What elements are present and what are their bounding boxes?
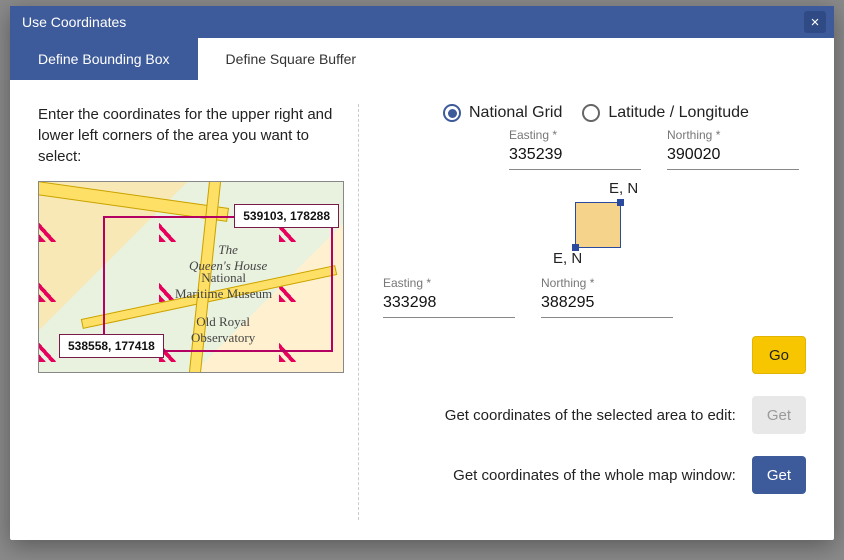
- map-text-line: Observatory: [191, 330, 255, 345]
- radio-lat-lon[interactable]: [582, 104, 600, 122]
- tab-label: Define Bounding Box: [38, 51, 170, 67]
- left-column: Enter the coordinates for the upper righ…: [38, 104, 358, 520]
- map-text-line: Maritime Museum: [175, 286, 272, 301]
- example-lower-left-coord: 538558, 177418: [59, 334, 164, 358]
- button-label: Get: [767, 467, 791, 484]
- radio-label-lat-lon: Latitude / Longitude: [608, 104, 749, 122]
- tab-define-square-buffer[interactable]: Define Square Buffer: [198, 38, 385, 80]
- en-square-icon: [575, 202, 621, 248]
- example-map-image: The Queen's House National Maritime Muse…: [38, 181, 344, 373]
- use-coordinates-dialog: Use Coordinates × Define Bounding Box De…: [10, 6, 834, 540]
- coord-system-radio-group: National Grid Latitude / Longitude: [443, 104, 806, 122]
- action-rows: Go Get coordinates of the selected area …: [383, 336, 806, 494]
- map-text-line: Old Royal: [196, 314, 250, 329]
- radio-label-national-grid: National Grid: [469, 104, 562, 122]
- get-whole-button[interactable]: Get: [752, 456, 806, 494]
- upper-right-fields: Easting * Northing *: [509, 128, 806, 170]
- lower-left-fields: Easting * Northing *: [383, 276, 806, 318]
- ll-easting-input[interactable]: [383, 290, 515, 318]
- en-diagram: E, N E, N: [553, 178, 806, 274]
- example-upper-right-coord: 539103, 178288: [234, 204, 339, 228]
- tab-strip: Define Bounding Box Define Square Buffer: [10, 38, 834, 80]
- button-label: Go: [769, 347, 789, 364]
- get-selected-text: Get coordinates of the selected area to …: [445, 407, 736, 424]
- go-button[interactable]: Go: [752, 336, 806, 374]
- close-button[interactable]: ×: [804, 11, 826, 33]
- en-lower-label: E, N: [553, 250, 582, 267]
- ll-northing-input[interactable]: [541, 290, 673, 318]
- get-whole-row: Get coordinates of the whole map window:…: [383, 456, 806, 494]
- dialog-titlebar: Use Coordinates ×: [10, 6, 834, 38]
- tab-define-bounding-box[interactable]: Define Bounding Box: [10, 38, 198, 80]
- en-upper-label: E, N: [609, 180, 638, 197]
- get-selected-row: Get coordinates of the selected area to …: [383, 396, 806, 434]
- map-text: National Maritime Museum: [175, 270, 272, 302]
- ll-northing-field: Northing *: [541, 276, 673, 318]
- field-label: Easting *: [509, 128, 641, 142]
- handle-icon: [617, 199, 624, 206]
- close-icon: ×: [811, 14, 820, 31]
- ur-easting-field: Easting *: [509, 128, 641, 170]
- get-whole-text: Get coordinates of the whole map window:: [453, 467, 736, 484]
- instruction-text: Enter the coordinates for the upper righ…: [38, 104, 340, 167]
- get-selected-button: Get: [752, 396, 806, 434]
- field-label: Northing *: [541, 276, 673, 290]
- radio-national-grid[interactable]: [443, 104, 461, 122]
- field-label: Easting *: [383, 276, 515, 290]
- dialog-title: Use Coordinates: [22, 14, 126, 30]
- map-text-line: National: [201, 270, 246, 285]
- right-column: National Grid Latitude / Longitude Easti…: [359, 104, 806, 520]
- ur-northing-input[interactable]: [667, 142, 799, 170]
- dialog-content: Enter the coordinates for the upper righ…: [10, 80, 834, 540]
- field-label: Northing *: [667, 128, 799, 142]
- tab-label: Define Square Buffer: [226, 51, 357, 67]
- map-text-line: The: [218, 242, 238, 257]
- ll-easting-field: Easting *: [383, 276, 515, 318]
- button-label: Get: [767, 407, 791, 424]
- go-row: Go: [383, 336, 806, 374]
- ur-easting-input[interactable]: [509, 142, 641, 170]
- ur-northing-field: Northing *: [667, 128, 799, 170]
- radio-dot-icon: [448, 109, 457, 118]
- map-text: Old Royal Observatory: [191, 314, 255, 346]
